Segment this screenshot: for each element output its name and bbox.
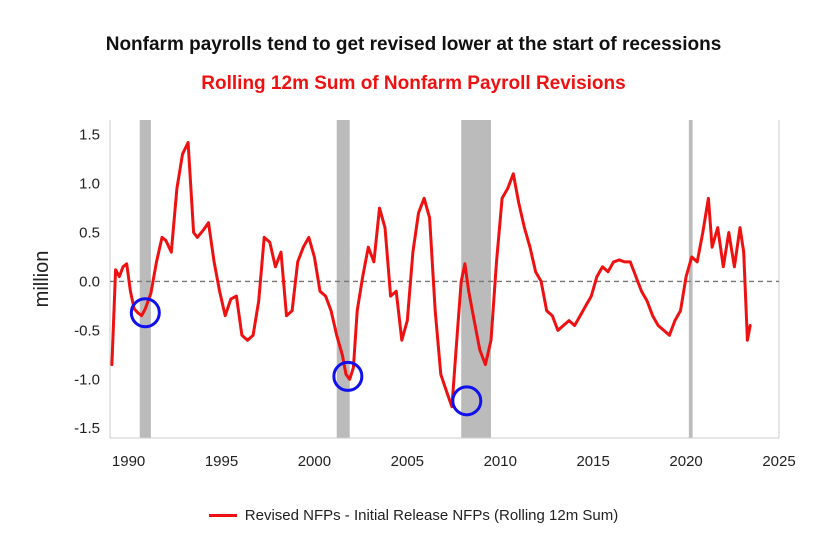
x-tick-label: 2025	[762, 453, 795, 470]
chart-title: Nonfarm payrolls tend to get revised low…	[105, 34, 722, 55]
recession-bar	[336, 120, 350, 438]
x-tick-label: 2015	[576, 453, 609, 470]
y-axis-label: million	[31, 251, 53, 308]
legend-label: Revised NFPs - Initial Release NFPs (Rol…	[244, 507, 619, 524]
y-tick-label: 1.5	[79, 127, 100, 144]
chart-axes	[109, 120, 780, 439]
x-tick-label: 1990	[112, 453, 145, 470]
chart-subtitle: Rolling 12m Sum of Nonfarm Payroll Revis…	[201, 73, 626, 94]
y-tick-label: 0.5	[79, 225, 100, 242]
y-tick-label: -1.5	[74, 420, 100, 437]
y-tick-label: 1.0	[79, 176, 100, 193]
y-tick-label: -1.0	[74, 371, 100, 388]
y-tick-label: 0.0	[79, 273, 100, 290]
x-tick-label: 2020	[669, 453, 702, 470]
x-tick-label: 2010	[484, 453, 517, 470]
recession-bar	[139, 120, 151, 438]
series-line	[110, 141, 752, 409]
highlight-circle	[451, 385, 483, 417]
legend: Revised NFPs - Initial Release NFPs (Rol…	[0, 507, 827, 524]
x-tick-label: 2005	[391, 453, 424, 470]
x-tick-label: 2000	[298, 453, 331, 470]
recession-shading	[139, 120, 693, 438]
y-tick-label: -0.5	[74, 322, 100, 339]
x-tick-label: 1995	[205, 453, 238, 470]
recession-bar	[688, 120, 693, 438]
highlight-circles	[129, 297, 483, 417]
tick-labels: 1990 1995 2000 2005 2010 2015 2020 2025 1.5 1.0 0.…	[74, 127, 796, 470]
highlight-circle	[129, 297, 161, 329]
series-lines	[110, 141, 752, 409]
highlight-circle	[332, 360, 364, 392]
legend-swatch	[208, 513, 237, 517]
